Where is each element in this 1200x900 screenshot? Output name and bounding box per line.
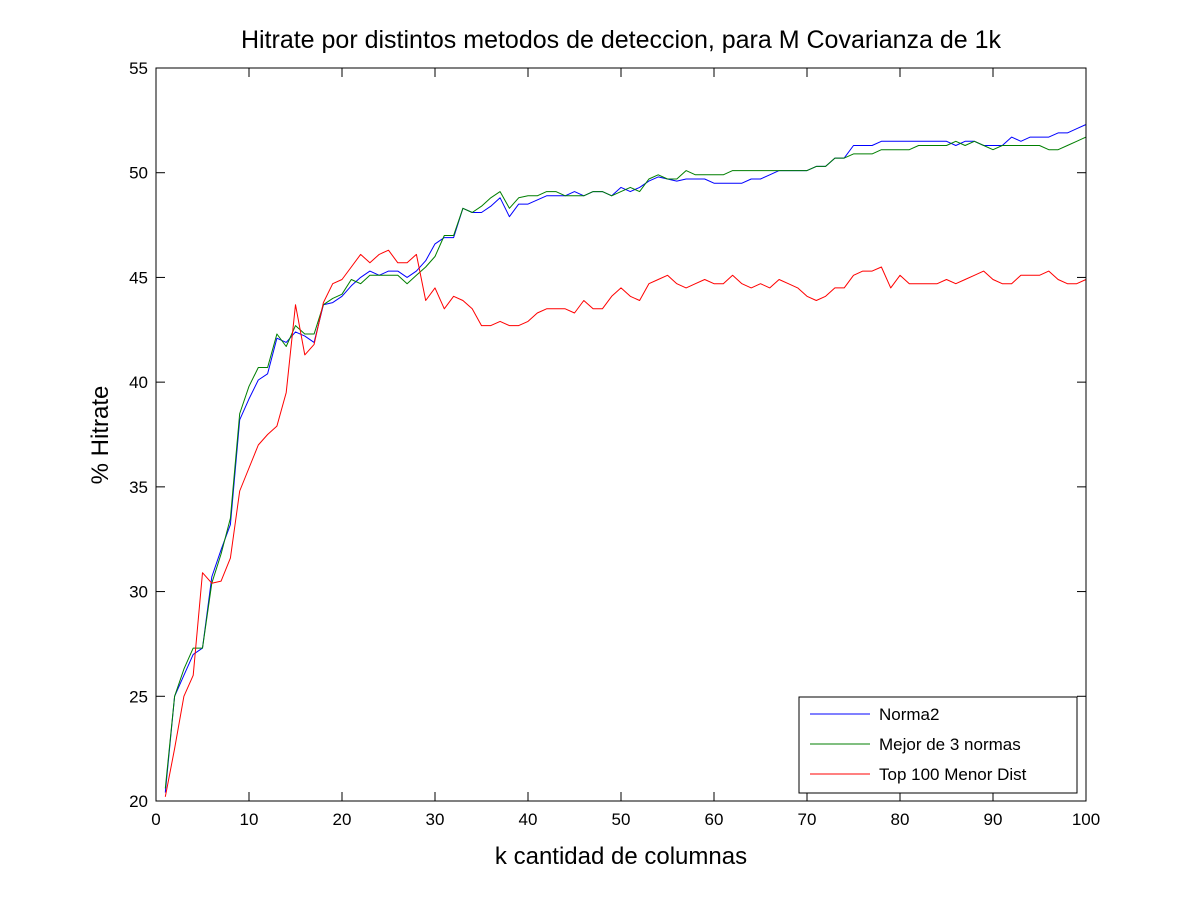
x-tick-label: 100 bbox=[1072, 810, 1100, 829]
y-tick-label: 45 bbox=[129, 268, 148, 287]
legend-label-top-100-menor-dist: Top 100 Menor Dist bbox=[879, 765, 1027, 784]
y-tick-label: 35 bbox=[129, 478, 148, 497]
x-tick-label: 80 bbox=[891, 810, 910, 829]
x-tick-label: 0 bbox=[151, 810, 160, 829]
y-axis-title: % Hitrate bbox=[87, 386, 114, 485]
x-tick-label: 20 bbox=[333, 810, 352, 829]
series-line-mejor-de-3-normas bbox=[164, 136, 1087, 789]
legend-label-norma2: Norma2 bbox=[879, 705, 939, 724]
y-tick-label: 30 bbox=[129, 583, 148, 602]
x-axis-title: k cantidad de columnas bbox=[495, 843, 747, 870]
x-tick-label: 40 bbox=[519, 810, 538, 829]
y-tick-label: 25 bbox=[129, 687, 148, 706]
chart-title: Hitrate por distintos metodos de detecci… bbox=[241, 26, 1002, 54]
tick-labels: 0 10 20 30 40 50 60 70 80 90 100 20 25 30 35 40 45 50 55 bbox=[129, 59, 1100, 829]
x-tick-label: 50 bbox=[612, 810, 631, 829]
legend: Norma2 Mejor de 3 normas Top 100 Menor D… bbox=[798, 696, 1078, 794]
plot-frame bbox=[155, 67, 1087, 802]
x-tick-label: 60 bbox=[705, 810, 724, 829]
legend-label-mejor-de-3-normas: Mejor de 3 normas bbox=[879, 735, 1021, 754]
x-tick-label: 90 bbox=[984, 810, 1003, 829]
series-line-top-100-menor-dist bbox=[164, 249, 1087, 797]
x-tick-label: 30 bbox=[426, 810, 445, 829]
legend-box bbox=[798, 696, 1078, 794]
x-tick-label: 70 bbox=[798, 810, 817, 829]
plot-area bbox=[156, 68, 1086, 801]
y-tick-label: 40 bbox=[129, 373, 148, 392]
series-lines bbox=[164, 124, 1087, 797]
y-tick-label: 20 bbox=[129, 792, 148, 811]
x-tick-label: 10 bbox=[240, 810, 259, 829]
y-tick-label: 55 bbox=[129, 59, 148, 78]
y-tick-label: 50 bbox=[129, 164, 148, 183]
